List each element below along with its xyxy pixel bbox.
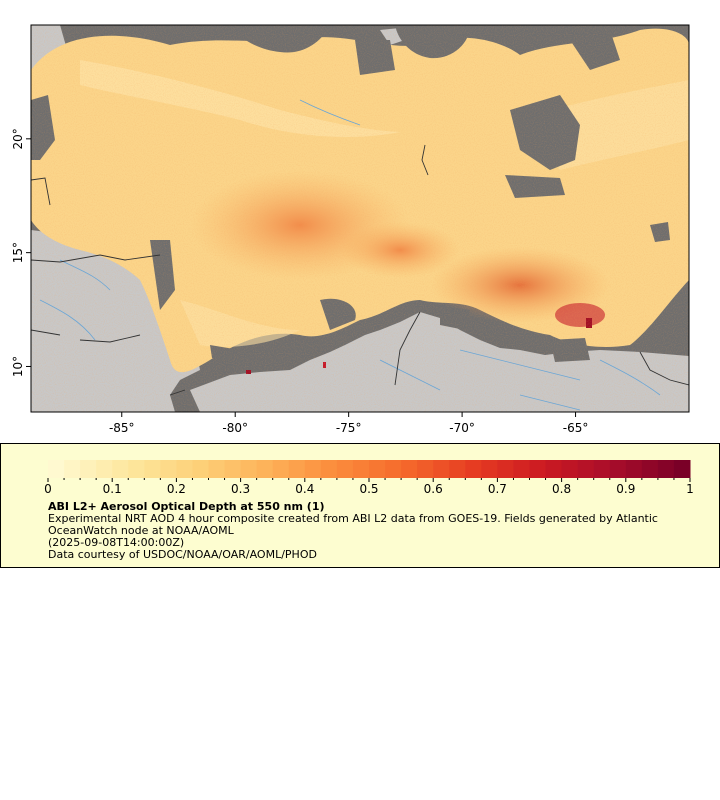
colorbar-swatch xyxy=(112,460,129,478)
colorbar-swatch xyxy=(545,460,563,478)
colorbar-swatches xyxy=(48,460,691,478)
colorbar-swatch xyxy=(433,460,450,478)
colorbar-swatch xyxy=(417,460,434,478)
colorbar-swatch xyxy=(401,460,418,478)
colorbar-swatch xyxy=(465,460,482,478)
x-tick-label: -70° xyxy=(449,421,475,435)
colorbar-swatch xyxy=(513,460,530,478)
colorbar: 0 0.1 0.2 0.3 0.4 0.5 0.6 0.7 0.8 0.9 1 xyxy=(44,460,694,496)
colorbar-swatch xyxy=(304,460,322,478)
legend-title: ABI L2+ Aerosol Optical Depth at 550 nm … xyxy=(48,500,325,513)
colorbar-swatch xyxy=(625,460,643,478)
x-tick-label: -75° xyxy=(336,421,362,435)
map-figure: -85° -80° -75° -70° -65° 10° 15° 20° xyxy=(11,24,690,435)
colorbar-swatch xyxy=(144,460,161,478)
y-axis: 10° 15° 20° xyxy=(11,128,31,377)
colorbar-swatch xyxy=(352,460,370,478)
y-tick-label: 10° xyxy=(11,356,25,377)
colorbar-swatch xyxy=(497,460,514,478)
colorbar-swatch xyxy=(272,460,290,478)
colorbar-swatch xyxy=(481,460,498,478)
colorbar-tick-label: 0.4 xyxy=(295,482,314,496)
colorbar-swatch xyxy=(449,460,466,478)
colorbar-swatch xyxy=(385,460,402,478)
colorbar-swatch xyxy=(336,460,354,478)
colorbar-swatch xyxy=(224,460,242,478)
rivers-layer xyxy=(39,99,661,411)
colorbar-tick-label: 0.6 xyxy=(424,482,443,496)
colorbar-swatch xyxy=(80,460,97,478)
colorbar-tick-label: 0.9 xyxy=(616,482,635,496)
colorbar-swatch xyxy=(577,460,595,478)
y-tick-label: 20° xyxy=(11,128,25,149)
colorbar-tick-label: 0.3 xyxy=(231,482,250,496)
colorbar-tick-label: 0.7 xyxy=(488,482,507,496)
colorbar-swatch xyxy=(320,460,338,478)
colorbar-swatch xyxy=(288,460,306,478)
colorbar-swatch xyxy=(128,460,145,478)
colorbar-swatch xyxy=(96,460,113,478)
borders-layer xyxy=(31,144,689,396)
colorbar-swatch xyxy=(160,460,177,478)
legend-panel: 0 0.1 0.2 0.3 0.4 0.5 0.6 0.7 0.8 0.9 1 ABI L2+ Ae… xyxy=(0,443,720,568)
colorbar-swatch xyxy=(641,460,659,478)
colorbar-tick-label: 1 xyxy=(686,482,694,496)
colorbar-swatch xyxy=(176,460,193,478)
y-tick-label: 15° xyxy=(11,242,25,263)
colorbar-tick-label: 0.5 xyxy=(359,482,378,496)
colorbar-swatch xyxy=(561,460,579,478)
colorbar-ticks: 0 0.1 0.2 0.3 0.4 0.5 0.6 0.7 0.8 0.9 1 xyxy=(44,478,694,496)
x-tick-label: -80° xyxy=(222,421,248,435)
legend-credit: Data courtesy of USDOC/NOAA/OAR/AOML/PHO… xyxy=(48,548,317,561)
colorbar-swatch xyxy=(529,460,547,478)
colorbar-tick-label: 0.8 xyxy=(552,482,571,496)
colorbar-swatch xyxy=(48,460,65,478)
colorbar-swatch xyxy=(64,460,81,478)
colorbar-tick-label: 0 xyxy=(44,482,52,496)
legend-date: (2025-09-08T14:00:00Z) xyxy=(48,536,185,549)
colorbar-tick-label: 0.2 xyxy=(167,482,186,496)
colorbar-swatch xyxy=(240,460,258,478)
colorbar-swatch xyxy=(609,460,627,478)
x-axis: -85° -80° -75° -70° -65° xyxy=(109,412,588,435)
x-tick-label: -65° xyxy=(563,421,589,435)
colorbar-swatch xyxy=(192,460,209,478)
colorbar-swatch xyxy=(593,460,611,478)
colorbar-swatch xyxy=(657,460,675,478)
colorbar-swatch xyxy=(256,460,274,478)
colorbar-swatch xyxy=(369,460,386,478)
colorbar-swatch xyxy=(673,460,691,478)
plot-frame xyxy=(30,24,690,413)
x-tick-label: -85° xyxy=(109,421,135,435)
colorbar-swatch xyxy=(208,460,226,478)
legend-description: Experimental NRT AOD 4 hour composite cr… xyxy=(48,512,658,537)
colorbar-tick-label: 0.1 xyxy=(103,482,122,496)
